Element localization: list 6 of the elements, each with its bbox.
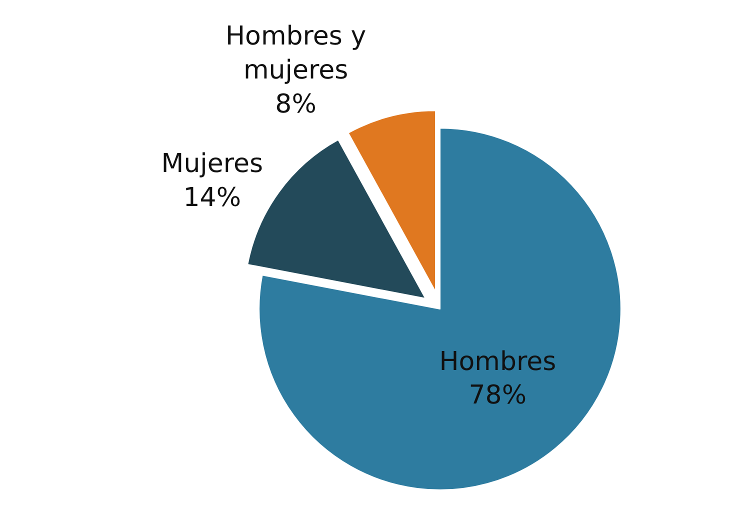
- slice-label: Mujeres: [161, 149, 264, 180]
- slice-label: Hombres y mujeres: [226, 22, 366, 86]
- slice-label: Hombres: [439, 346, 556, 377]
- data-label: 14%: [183, 182, 242, 213]
- data-label: 78%: [468, 380, 527, 411]
- data-label: 8%: [275, 89, 316, 120]
